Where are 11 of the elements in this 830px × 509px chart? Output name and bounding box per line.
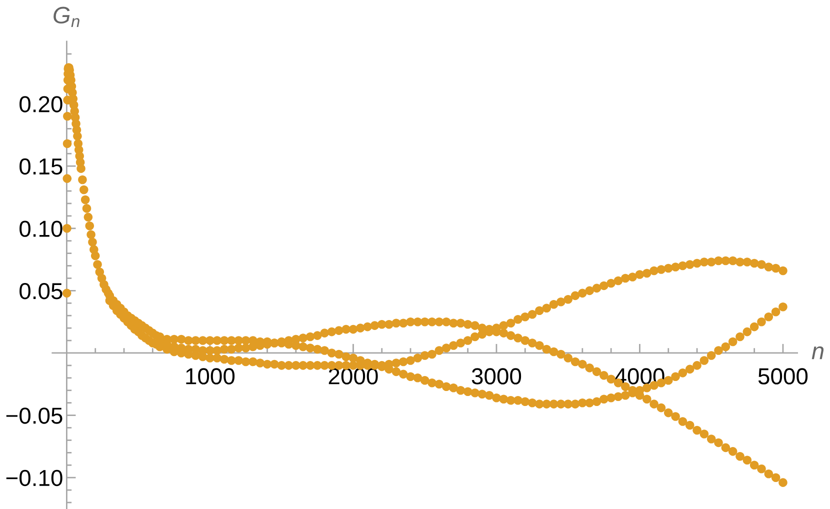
y-tick-label: 0.05 xyxy=(20,282,62,300)
x-tick-label: 3000 xyxy=(472,368,522,384)
y-tick-label: 0.10 xyxy=(20,220,62,237)
y-tick-label: 0.15 xyxy=(20,158,62,175)
x-axis-title: n xyxy=(812,346,824,360)
x-tick-label: 5000 xyxy=(758,368,808,384)
x-tick-label: 1000 xyxy=(186,368,235,384)
y-tick-label: −0.05 xyxy=(6,408,62,424)
y-tick-label: −0.10 xyxy=(6,470,62,486)
y-tick-label: 0.20 xyxy=(20,96,62,112)
y-axis-title: G$_{n}$ xyxy=(54,6,80,27)
